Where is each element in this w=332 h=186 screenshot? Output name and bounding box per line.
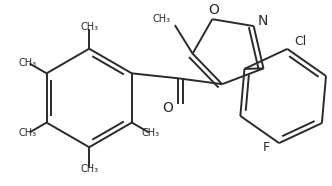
Text: CH₃: CH₃ [19,57,37,68]
Text: F: F [263,140,270,153]
Text: CH₃: CH₃ [152,14,170,24]
Text: O: O [208,3,219,17]
Text: N: N [257,14,268,28]
Text: CH₃: CH₃ [19,128,37,138]
Text: O: O [163,101,173,115]
Text: CH₃: CH₃ [80,22,98,32]
Text: CH₃: CH₃ [141,128,160,138]
Text: CH₃: CH₃ [80,164,98,174]
Text: Cl: Cl [294,35,306,48]
